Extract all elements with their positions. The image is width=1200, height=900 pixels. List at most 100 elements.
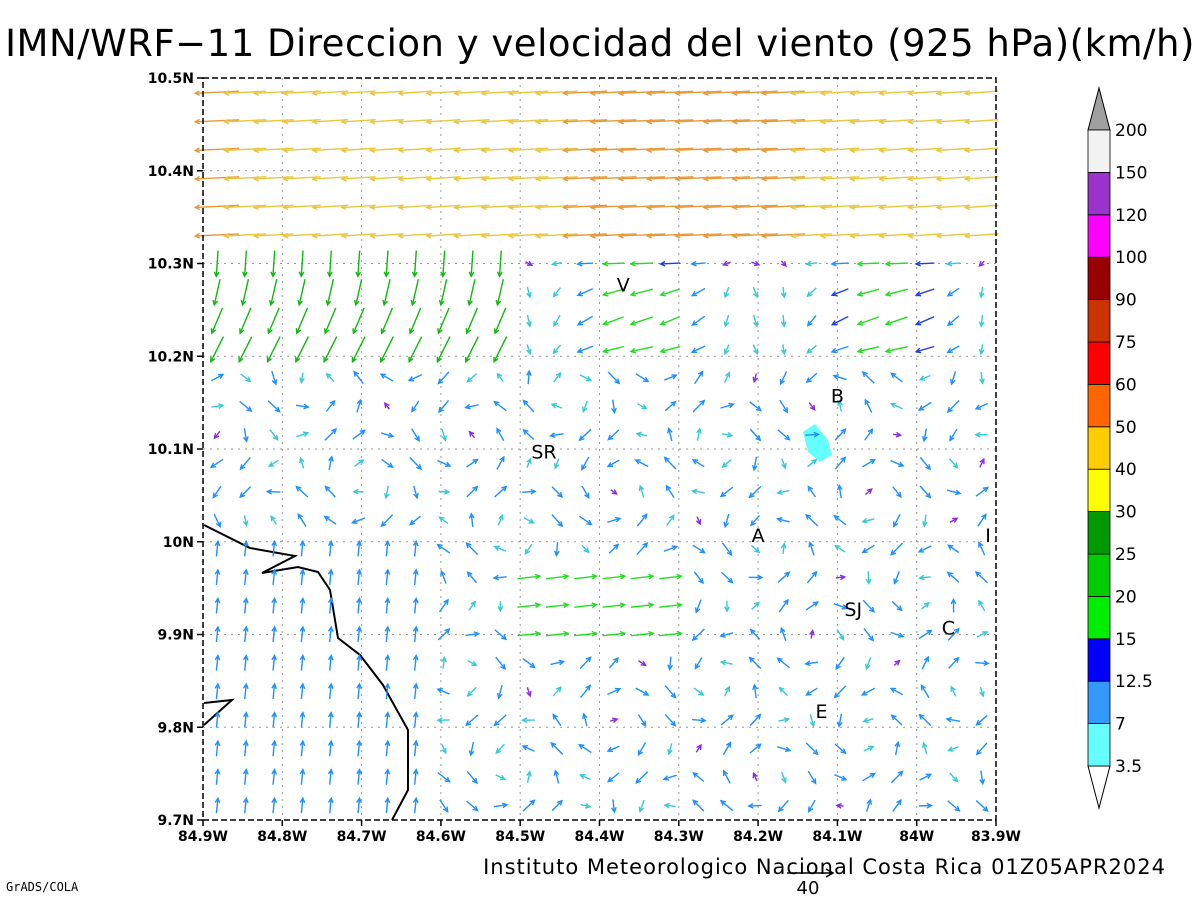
wind-arrow-head [950,378,956,386]
wind-arrow-shaft [720,800,734,812]
wind-arrow-shaft [724,314,730,327]
wind-arrow-head [323,515,330,522]
y-tick-label: 10N [163,535,194,551]
wind-arrow-shaft [370,119,404,123]
wind-arrow-shaft [272,798,276,814]
wind-arrow-head [674,204,681,211]
wind-arrow-head [384,682,391,690]
wind-arrow-head [410,299,417,307]
wind-arrow-shaft [341,204,376,209]
wind-arrow-shaft [545,604,569,608]
wind-arrow-shaft [300,626,304,643]
wind-arrow-head [906,118,914,125]
wind-arrow-head [252,147,259,154]
wind-arrow-shaft [295,404,309,408]
wind-arrow-head [223,232,230,239]
wind-arrow-shaft [271,370,277,385]
wind-arrow-shaft [536,147,578,152]
wind-arrow-head [297,512,303,520]
wind-arrow-shaft [493,401,507,412]
wind-arrow-shaft [437,628,450,641]
wind-arrow-shaft [732,119,778,123]
wind-arrow-head [242,682,249,690]
wind-arrow-head [731,175,738,182]
wind-arrow-head [380,521,387,528]
wind-arrow-head [356,625,362,632]
wind-arrow-head [412,768,419,775]
wind-arrow-shaft [437,688,450,695]
wind-arrow-head [352,488,359,495]
wind-arrow-head [856,347,864,354]
wind-arrow-shaft [921,656,929,670]
wind-arrow-shaft [692,315,706,326]
wind-arrow-head [635,431,642,438]
wind-arrow-head [498,513,504,521]
wind-arrow-shaft [329,598,332,614]
wind-arrow-shaft [857,288,880,296]
wind-arrow-head [468,750,475,757]
wind-arrow-head [617,118,624,125]
wind-arrow-head [350,518,358,525]
wind-arrow-shaft [630,316,654,325]
wind-arrow-head [524,548,531,556]
wind-arrow-head [270,271,277,278]
wind-arrow-head [856,291,864,297]
wind-arrow-head [522,399,529,406]
wind-arrow-head [480,232,487,239]
wind-arrow-head [299,456,305,464]
colorbar-segment [1087,299,1111,343]
wind-arrow-shaft [782,286,785,298]
wind-arrow-shaft [603,316,625,325]
wind-arrow-head [496,427,502,434]
wind-arrow-head [731,147,738,154]
wind-arrow-shaft [732,233,778,237]
wind-arrow-shaft [413,626,417,643]
wind-arrow-shaft [805,514,819,527]
wind-arrow-shaft [411,279,420,306]
wind-arrow-shaft [385,485,389,498]
wind-arrow-head [830,291,838,297]
wind-arrow-shaft [975,571,989,584]
wind-arrow-head [384,568,391,575]
wind-arrow-shaft [780,771,787,783]
wind-arrow-shaft [467,571,477,584]
wind-arrow-head [384,654,391,661]
wind-arrow-shaft [724,686,730,697]
coastline-path [203,524,409,821]
wind-arrow-head [946,571,954,578]
wind-arrow-shaft [300,712,304,728]
wind-arrow-head [526,690,532,698]
wind-arrow-shaft [724,286,730,298]
wind-arrow-shaft [890,687,903,696]
wind-arrow-shaft [696,428,701,441]
wind-arrow-head [698,577,704,585]
wind-arrow-shaft [496,428,505,442]
wind-arrow-head [790,90,797,97]
wind-arrow-shaft [579,428,592,441]
wind-arrow-shaft [272,250,276,277]
wind-arrow-head [425,90,432,96]
wind-arrow-shaft [703,176,750,180]
wind-arrow-shaft [979,686,984,697]
wind-arrow-shaft [908,176,942,180]
wind-arrow-head [480,147,487,154]
wind-arrow-head [214,796,221,804]
colorbar-segment [1087,468,1111,513]
colorbar-segment [1087,129,1111,173]
wind-arrow-shaft [466,307,479,334]
wind-arrow-head [561,147,569,154]
wind-arrow-shaft [919,773,932,781]
wind-arrow-head [865,663,871,671]
wind-arrow-shaft [607,459,620,468]
wind-arrow-head [384,796,391,804]
wind-arrow-shaft [526,771,531,783]
wind-arrow-head [223,118,230,125]
wind-arrow-shaft [947,262,960,265]
wind-arrow-head [868,745,875,751]
wind-arrow-shaft [312,90,349,95]
wind-arrow-head [963,232,971,239]
wind-arrow-head [452,118,460,125]
lat-lon-grid [203,78,996,820]
wind-arrow-shaft [805,742,819,755]
